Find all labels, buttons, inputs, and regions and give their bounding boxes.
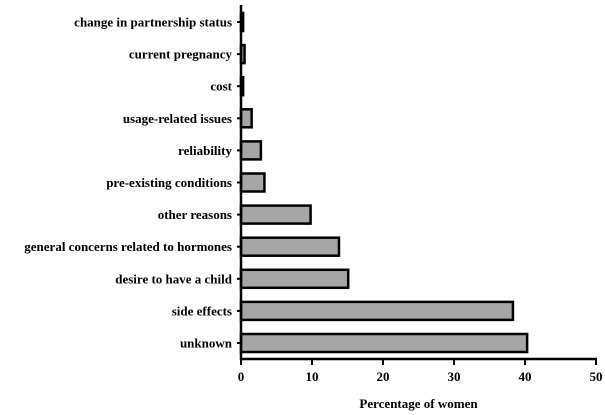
category-label: other reasons: [158, 207, 232, 222]
x-tick-label: 40: [519, 369, 532, 384]
category-label: reliability: [178, 143, 232, 158]
x-tick-label: 20: [377, 369, 390, 384]
x-axis-title: Percentage of women: [359, 396, 478, 411]
category-label: usage-related issues: [123, 111, 232, 126]
category-label: current pregnancy: [129, 47, 233, 62]
bar-pre-existing-conditions: [239, 172, 266, 193]
x-tick-label: 0: [238, 369, 245, 384]
x-tick-label: 30: [448, 369, 461, 384]
bar-unknown: [239, 332, 529, 354]
bar-desire-to-have-a-child: [239, 268, 350, 290]
bar-reliability: [239, 140, 263, 161]
category-label: pre-existing conditions: [106, 175, 232, 190]
bars-layer: [239, 11, 529, 354]
x-axis-ticks: 0 10 20 30 40 50: [237, 21, 603, 384]
category-label: unknown: [180, 336, 233, 351]
category-labels: change in partnership status current preg…: [24, 15, 232, 351]
bar-general-concerns-related-to-hormones: [239, 236, 341, 257]
category-label: change in partnership status: [74, 15, 232, 30]
category-label: general concerns related to hormones: [24, 239, 232, 254]
bar-other-reasons: [239, 204, 312, 225]
category-label: side effects: [172, 303, 232, 318]
bar-side-effects: [239, 300, 515, 322]
category-label: cost: [210, 79, 232, 94]
bar-usage-related-issues: [239, 108, 253, 129]
category-label: desire to have a child: [115, 271, 233, 286]
x-tick-label: 10: [306, 369, 319, 384]
x-tick-label: 50: [590, 369, 603, 384]
